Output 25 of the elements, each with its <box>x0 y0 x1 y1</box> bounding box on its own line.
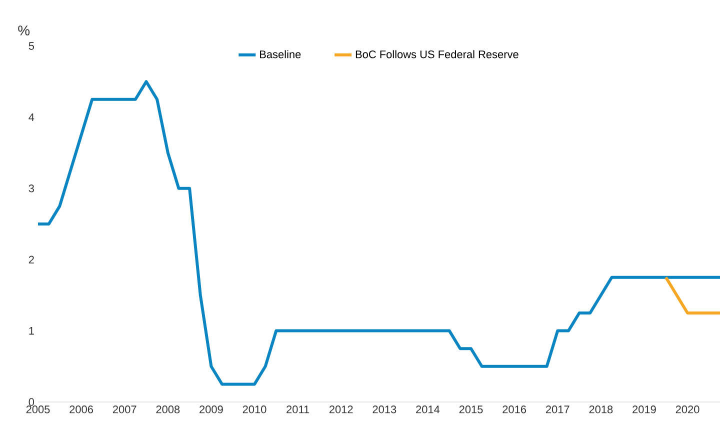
x-tick-label: 2020 <box>676 406 700 414</box>
x-tick-label: 2005 <box>26 406 50 414</box>
x-tick-label: 2008 <box>156 406 180 414</box>
y-tick-label: 0 <box>28 398 34 406</box>
x-tick-label: 2014 <box>416 406 440 414</box>
y-tick-label: 5 <box>28 42 34 50</box>
x-tick-label: 2011 <box>286 406 310 414</box>
x-tick-label: 2016 <box>502 406 526 414</box>
x-tick-label: 2006 <box>70 406 93 414</box>
x-tick-label: 2013 <box>372 406 396 414</box>
y-tick-label: 1 <box>29 327 34 335</box>
x-tick-label: 2018 <box>589 406 613 414</box>
legend-label: BoC Follows US Federal Reserve <box>356 50 518 58</box>
x-tick-label: 2015 <box>459 406 483 414</box>
x-tick-label: 2007 <box>112 406 136 414</box>
y-axis-title: % <box>18 26 30 36</box>
y-tick-label: 4 <box>28 113 34 121</box>
x-tick-label: 2009 <box>200 406 223 414</box>
x-tick-label: 2019 <box>632 406 656 414</box>
x-tick-label: 2010 <box>242 406 266 414</box>
x-tick-label: 2012 <box>329 406 353 414</box>
y-tick-label: 3 <box>28 184 34 192</box>
y-tick-label: 2 <box>28 256 34 264</box>
legend-label: Baseline <box>260 50 301 58</box>
x-tick-label: 2017 <box>546 406 570 414</box>
